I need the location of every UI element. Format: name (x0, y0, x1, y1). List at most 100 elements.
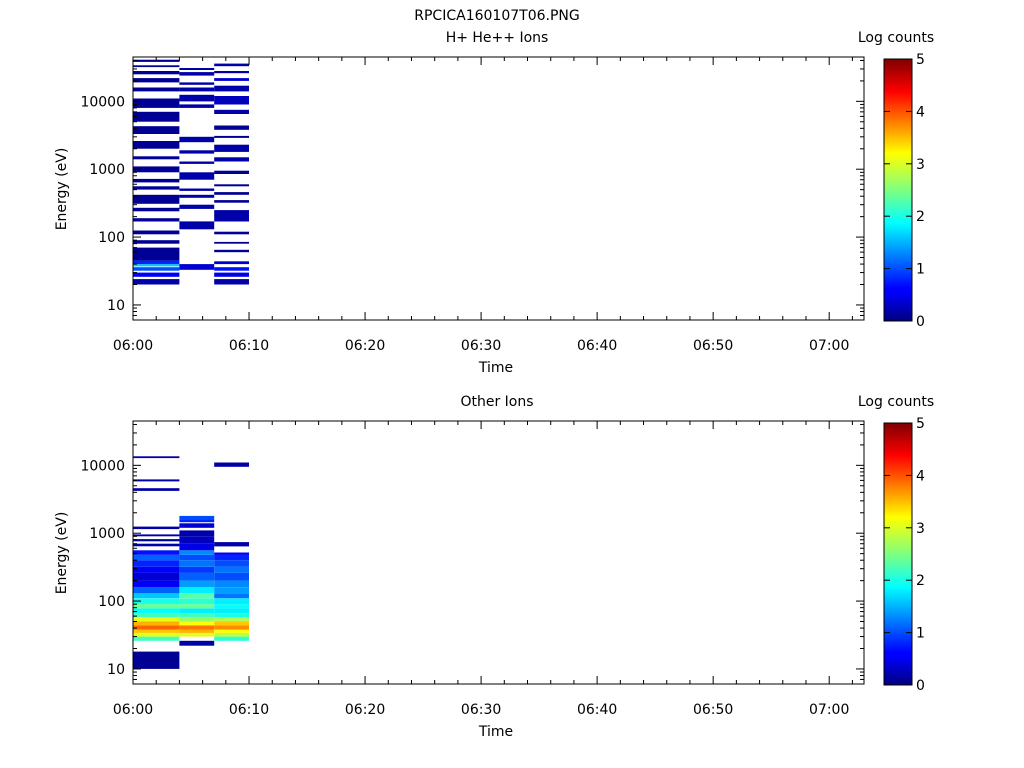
colorbar-tick-label: 0 (916, 678, 925, 694)
heatmap-cell (133, 550, 180, 555)
y-tick-label: 1000 (89, 162, 125, 178)
x-tick-label: 06:40 (577, 702, 617, 718)
heatmap-cell (133, 264, 180, 267)
heatmap-cell (179, 580, 215, 588)
heatmap-cell (214, 71, 249, 74)
heatmap-cell (214, 572, 249, 581)
y-axis: 10 100 1000 10000 (80, 423, 864, 685)
heatmap-cells (133, 456, 249, 669)
heatmap-cell (214, 552, 249, 555)
heatmap-cell (179, 82, 215, 85)
heatmap-cell (133, 279, 180, 285)
heatmap-cell (214, 272, 249, 277)
heatmap-cell (133, 65, 180, 68)
x-tick-label: 06:30 (461, 338, 501, 354)
heatmap-cell (133, 218, 180, 222)
heatmap-cell (179, 104, 215, 108)
panel-other-ions: Other Ions Log counts Time Energy (eV) 0… (54, 394, 934, 740)
heatmap-cell (214, 580, 249, 588)
heatmap-cell (133, 126, 180, 134)
panel-h-he-ions: H+ He++ Ions Log counts Time Energy (eV)… (54, 30, 934, 376)
y-tick-label: 10000 (80, 458, 125, 474)
heatmap-cell (214, 617, 249, 622)
x-axis: 06:00 06:10 06:20 06:30 06:40 06:50 07:00 (113, 421, 853, 718)
heatmap-cell (133, 207, 180, 212)
x-tick-label: 06:00 (113, 338, 153, 354)
colorbar-label: Log counts (858, 394, 934, 410)
heatmap-cell (133, 141, 180, 149)
heatmap-cell (133, 488, 180, 491)
heatmap-cell (214, 157, 249, 162)
heatmap-cell (179, 613, 215, 618)
heatmap-cell (179, 194, 215, 198)
heatmap-cell (214, 249, 249, 253)
y-axis-label: Energy (eV) (54, 148, 70, 231)
x-tick-label: 06:20 (345, 702, 385, 718)
x-tick-label: 06:40 (577, 338, 617, 354)
colorbar-tick-label: 2 (916, 573, 925, 589)
heatmap-cell (214, 125, 249, 130)
heatmap-cell (133, 621, 180, 626)
colorbar-tick-label: 3 (916, 157, 925, 173)
heatmap-cell (214, 170, 249, 174)
heatmap-cell (133, 604, 180, 609)
heatmap-cell (133, 166, 180, 173)
heatmap-cell (179, 617, 215, 622)
heatmap-cell (179, 221, 215, 230)
x-tick-label: 06:50 (693, 702, 733, 718)
heatmap-cell (179, 543, 215, 551)
heatmap-cell (133, 194, 180, 204)
heatmap-cell (179, 629, 215, 633)
heatmap-cell (133, 526, 180, 530)
y-axis: 10 100 1000 10000 (80, 59, 864, 321)
heatmap-cell (133, 625, 180, 630)
heatmap-cell (133, 580, 180, 588)
x-tick-label: 06:10 (229, 702, 269, 718)
heatmap-cell (214, 636, 249, 641)
colorbar-tick-label: 5 (916, 52, 925, 68)
heatmap-cell (214, 135, 249, 138)
heatmap-cell (179, 68, 215, 70)
heatmap-cell (179, 530, 215, 537)
heatmap-cell (214, 210, 249, 222)
heatmap-cell (214, 587, 249, 594)
heatmap-cell (214, 625, 249, 630)
heatmap-cell (133, 111, 180, 122)
y-axis-label: Energy (eV) (54, 512, 70, 595)
heatmap-cell (133, 632, 180, 637)
heatmap-cell (179, 566, 215, 573)
heatmap-cell (214, 109, 249, 114)
heatmap-cell (214, 560, 249, 567)
heatmap-cell (214, 144, 249, 152)
panel-title: Other Ions (460, 394, 533, 410)
heatmap-cell (214, 192, 249, 195)
heatmap-cell (214, 96, 249, 105)
heatmap-cell (179, 150, 215, 154)
heatmap-cell (214, 621, 249, 626)
x-tick-label: 06:30 (461, 702, 501, 718)
y-tick-label: 10000 (80, 94, 125, 110)
heatmap-cell (133, 87, 180, 92)
heatmap-cell (133, 543, 180, 547)
heatmap-cell (133, 534, 180, 537)
x-tick-label: 06:00 (113, 702, 153, 718)
colorbar-tick-label: 4 (916, 468, 925, 484)
colorbar: 0 1 2 3 4 5 (883, 416, 925, 694)
heatmap-cell (179, 608, 215, 614)
plot-frame (132, 56, 865, 321)
heatmap-cell (214, 613, 249, 618)
heatmap-cell (214, 629, 249, 633)
plot-frame (132, 420, 865, 685)
heatmap-cell (179, 625, 215, 630)
heatmap-cell (214, 279, 249, 285)
heatmap-cell (179, 523, 215, 528)
heatmap-cell (133, 608, 180, 614)
heatmap-cell (214, 184, 249, 187)
colorbar-scale (883, 58, 913, 322)
heatmap-cell (179, 560, 215, 567)
heatmap-cell (133, 629, 180, 633)
colorbar-scale (883, 422, 913, 686)
heatmap-cell (133, 539, 180, 542)
x-tick-label: 07:00 (809, 338, 849, 354)
panel-title: H+ He++ Ions (446, 30, 549, 46)
